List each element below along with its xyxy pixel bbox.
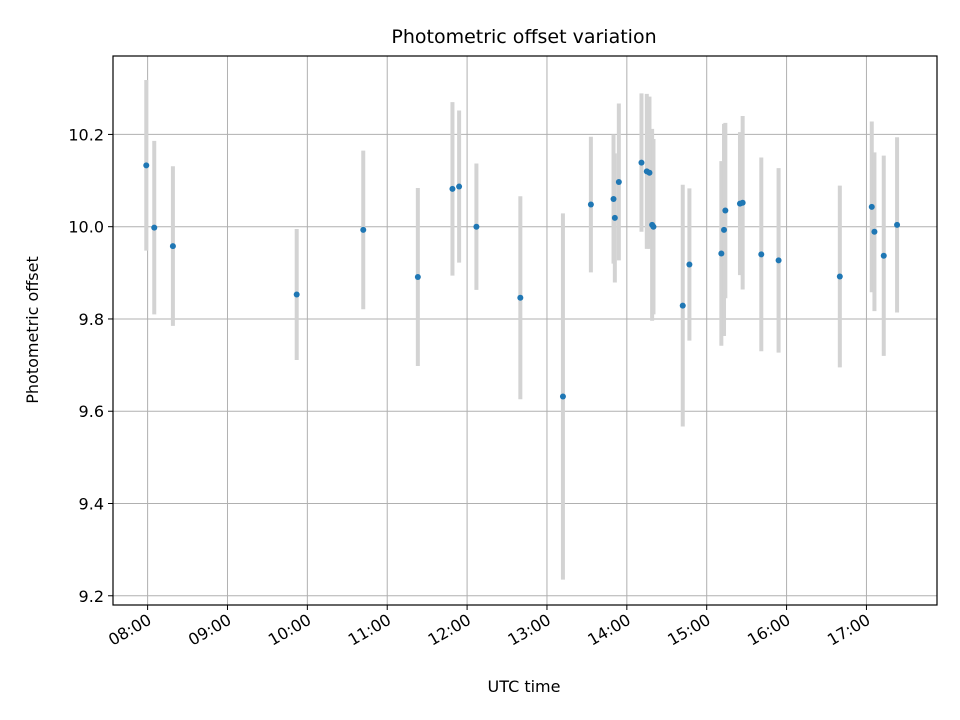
y-tick-label: 9.6 [79,402,104,421]
data-point [611,214,618,221]
data-point [473,223,480,230]
data-point [449,185,456,192]
y-tick-label: 10.0 [68,218,104,237]
data-point [758,251,765,258]
data-point [360,226,367,233]
data-point [638,159,645,166]
data-point [646,169,653,176]
data-point [868,203,875,210]
data-point [151,224,158,231]
data-point [559,393,566,400]
data-point [587,201,594,208]
data-point [739,199,746,206]
data-point [775,257,782,264]
data-point [721,226,728,233]
y-tick-label: 9.4 [79,495,104,514]
data-point [722,207,729,214]
y-tick-label: 10.2 [68,125,104,144]
data-point [894,221,901,228]
data-point [414,273,421,280]
y-axis-label: Photometric offset [23,256,42,404]
data-point [143,162,150,169]
data-point [293,291,300,298]
data-point [615,178,622,185]
plot-frame [112,55,938,606]
data-point [169,243,176,250]
y-axis-ticks: 9.2 9.4 9.6 9.8 10.0 10.2 [68,125,113,606]
data-point [836,273,843,280]
y-tick-label: 9.8 [79,310,104,329]
data-point [610,196,617,203]
data-point [718,250,725,257]
chart-title: Photometric offset variation [391,26,656,48]
data-point [650,223,657,230]
data-point [871,228,878,235]
grid [113,56,937,605]
data-point [679,302,686,309]
data-point [456,183,463,190]
y-tick-label: 9.2 [79,587,104,606]
x-axis-label: UTC time [488,677,561,696]
data-points [143,159,901,400]
data-point [686,261,693,268]
data-point [880,252,887,259]
data-point [517,294,524,301]
